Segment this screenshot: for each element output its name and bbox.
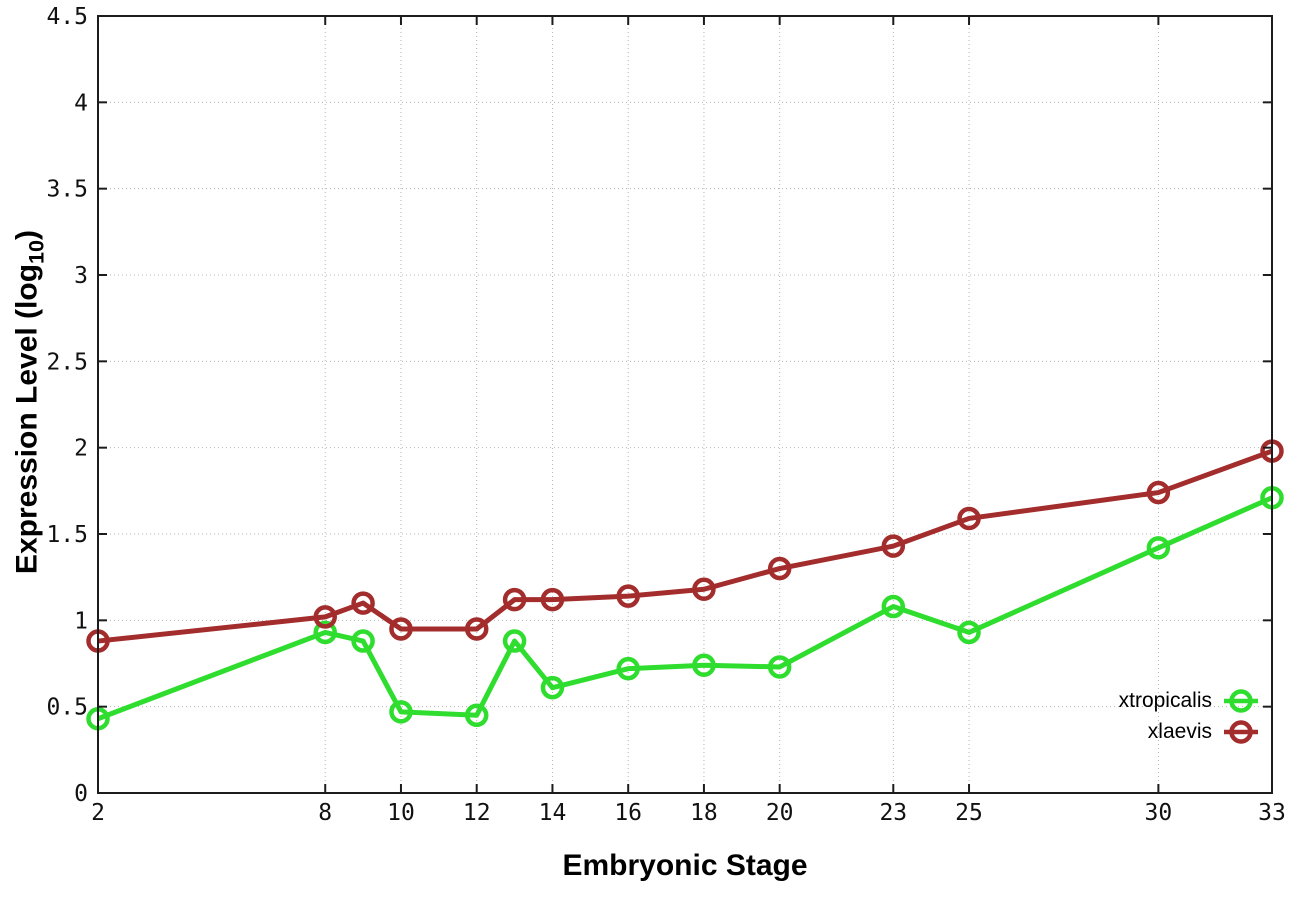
data-point-xlaevis — [881, 534, 906, 558]
x-tick-label: 25 — [955, 800, 983, 826]
x-tick-label: 2 — [91, 800, 105, 826]
data-point-xlaevis — [692, 577, 716, 602]
x-tick-label: 23 — [879, 800, 907, 826]
legend-label-xlaevis: xlaevis — [1147, 719, 1212, 743]
data-point-xlaevis — [957, 506, 981, 531]
x-tick-label: 30 — [1145, 800, 1173, 826]
series-xlaevis — [86, 439, 1284, 653]
grid-layer — [98, 16, 1272, 793]
data-point-xtropicalis — [464, 703, 489, 728]
axis-layer — [97, 15, 1273, 794]
y-tick-label: 0.5 — [46, 695, 88, 721]
data-point-xlaevis — [389, 617, 413, 641]
data-point-xlaevis — [1146, 480, 1171, 505]
plot-border — [97, 15, 1273, 794]
data-point-xtropicalis — [957, 620, 981, 645]
series-line-xlaevis — [97, 448, 1273, 644]
data-point-xtropicalis — [313, 620, 337, 645]
y-tick-label: 2.5 — [46, 349, 88, 375]
x-tick-label: 12 — [463, 800, 491, 826]
data-point-xtropicalis — [351, 629, 375, 653]
y-tick-label: 4.5 — [46, 4, 88, 30]
data-point-xlaevis — [351, 591, 375, 615]
data-point-xtropicalis — [502, 629, 527, 653]
x-tick-label: 20 — [766, 800, 794, 826]
data-point-xtropicalis — [1146, 536, 1171, 560]
y-axis-title-close: ) — [10, 229, 44, 240]
data-point-xlaevis — [313, 605, 337, 629]
y-tick-label: 3.5 — [46, 177, 88, 203]
x-tick-label: 18 — [690, 800, 718, 826]
data-point-xtropicalis — [389, 700, 413, 724]
data-point-xtropicalis — [692, 653, 716, 677]
legend-label-xtropicalis: xtropicalis — [1118, 688, 1212, 712]
y-axis-title-subscript: 10 — [23, 239, 49, 264]
y-tick-label: 2 — [74, 436, 88, 462]
data-point-xlaevis — [540, 587, 565, 612]
legend-marker-icon — [1224, 688, 1258, 713]
data-point-xtropicalis — [616, 656, 640, 681]
y-axis-title-text: Expression Level (log — [10, 263, 44, 575]
data-point-xlaevis — [464, 617, 489, 641]
x-tick-label: 14 — [539, 800, 567, 826]
legend-item-xlaevis: xlaevis — [1119, 716, 1260, 747]
legend-item-xtropicalis: xtropicalis — [1119, 685, 1260, 716]
data-point-xlaevis — [616, 584, 640, 608]
data-point-xlaevis — [502, 587, 527, 612]
y-tick-label: 1 — [74, 608, 88, 634]
x-axis-title: Embryonic Stage — [562, 849, 808, 882]
legend: xtropicalis xlaevis — [1119, 685, 1260, 747]
data-point-xtropicalis — [767, 655, 792, 679]
data-point-xtropicalis — [881, 594, 906, 619]
series-line-xtropicalis — [97, 495, 1274, 722]
x-tick-label: 10 — [387, 800, 415, 826]
x-tick-label: 8 — [318, 800, 332, 826]
x-tick-label: 16 — [614, 800, 642, 826]
y-tick-label: 0 — [74, 781, 88, 807]
legend-marker-icon — [1224, 719, 1258, 744]
y-tick-label: 3 — [74, 263, 88, 289]
y-tick-label: 1.5 — [46, 522, 88, 548]
data-point-xtropicalis — [540, 675, 565, 700]
x-tick-label: 33 — [1258, 800, 1286, 826]
tick-label-layer: 2 8 10 12 14 16 18 20 23 25 30 33 0 0.5 1 1.5 2 2.5 3 3.5 4 4… — [46, 4, 1285, 826]
data-point-xlaevis — [767, 556, 792, 581]
y-axis-title: Expression Level (log10) — [11, 230, 50, 574]
y-tick-label: 4 — [74, 90, 88, 116]
series-xtropicalis — [86, 485, 1284, 731]
